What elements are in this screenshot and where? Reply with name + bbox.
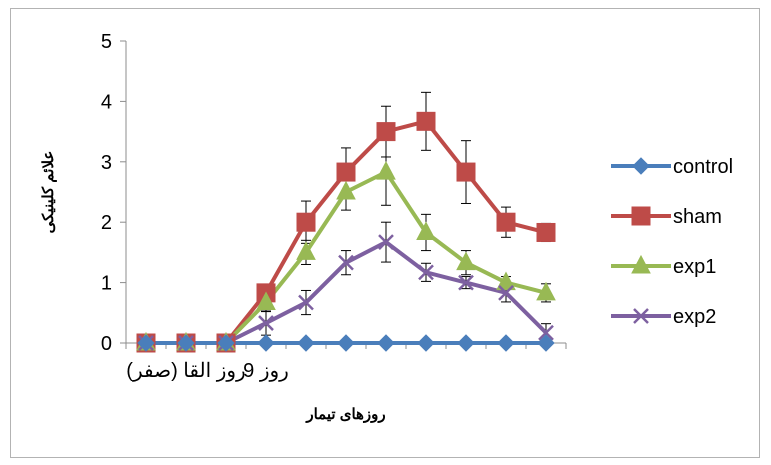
data-point-control <box>537 334 555 352</box>
data-point-control <box>137 334 155 352</box>
y-tick-label: 1 <box>101 273 112 295</box>
legend-marker-sham <box>631 206 651 226</box>
y-tick-label: 2 <box>101 212 112 234</box>
x-axis: روز القا (صفر)روز 9 <box>125 342 567 382</box>
y-axis: 0 1 2 3 4 5 <box>101 31 127 355</box>
data-point-control <box>377 334 395 352</box>
data-point-control <box>177 334 195 352</box>
data-point-exp1 <box>256 291 276 311</box>
data-point-exp1 <box>376 160 396 180</box>
data-point-control <box>257 334 275 352</box>
data-point-exp1 <box>496 271 516 291</box>
data-point-control <box>497 334 515 352</box>
legend-marker-exp2 <box>633 308 649 324</box>
legend-label-sham: sham <box>673 206 722 228</box>
legend-label-exp2: exp2 <box>673 306 716 328</box>
y-tick-label: 5 <box>101 31 112 53</box>
legend: control sham exp1 exp2 <box>611 156 733 328</box>
data-point-sham <box>456 162 476 182</box>
data-point-exp2 <box>498 284 514 301</box>
legend-label-exp1: exp1 <box>673 256 716 278</box>
data-point-exp1 <box>296 241 316 260</box>
data-point-control <box>297 334 315 352</box>
data-point-exp1 <box>536 281 556 301</box>
data-point-exp2 <box>378 234 394 251</box>
data-point-sham <box>496 212 516 232</box>
y-tick-label: 3 <box>101 152 112 174</box>
y-axis-title: علائم کلینیکی <box>40 151 57 234</box>
data-point-sham <box>376 122 396 142</box>
x-tick-label: روز 9 <box>243 360 289 382</box>
data-point-exp2 <box>458 274 474 291</box>
data-point-control <box>417 334 435 352</box>
legend-marker-control <box>632 157 650 175</box>
chart-frame: 0 1 2 3 4 5 روز القا (صفر) روز 9 علائم کلینیکی… <box>10 8 760 458</box>
line-chart: 0 1 2 3 4 5 روز القا (صفر)روز 9 علائم کلینیکی… <box>40 31 733 423</box>
data-point-control <box>217 334 235 352</box>
data-point-exp1 <box>416 221 436 240</box>
data-point-sham <box>536 222 556 242</box>
data-point-exp1 <box>336 180 356 200</box>
data-point-exp2 <box>338 254 354 271</box>
x-axis-title: روزهای تیمار <box>305 406 385 423</box>
y-tick-label: 0 <box>101 333 112 355</box>
data-point-exp2 <box>418 264 434 281</box>
x-tick-label: روز القا (صفر) <box>126 360 245 382</box>
legend-marker-exp1 <box>631 254 651 274</box>
data-point-sham <box>416 111 436 131</box>
data-point-sham <box>296 212 316 232</box>
data-point-exp2 <box>258 315 274 331</box>
y-tick-label: 4 <box>101 91 112 113</box>
legend-label-control: control <box>673 156 733 178</box>
data-point-control <box>457 334 475 352</box>
data-point-control <box>337 334 355 352</box>
data-point-exp2 <box>538 324 554 341</box>
data-point-exp2 <box>298 294 314 311</box>
series-markers <box>136 111 556 353</box>
data-point-exp1 <box>456 251 476 271</box>
data-point-sham <box>336 162 356 182</box>
